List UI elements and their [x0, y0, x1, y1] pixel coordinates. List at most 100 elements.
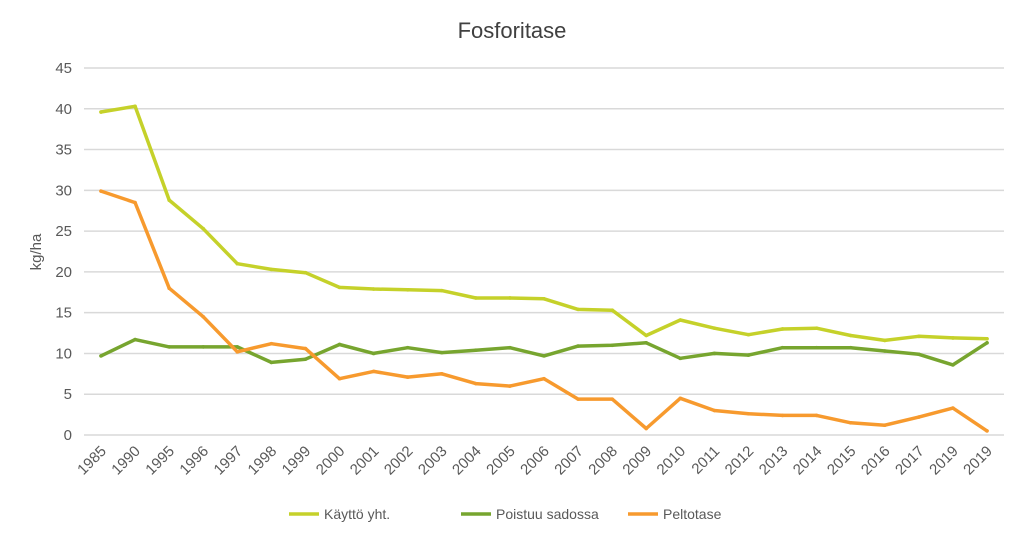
data-point	[405, 288, 410, 292]
x-tick-label: 2004	[449, 443, 485, 479]
data-point	[814, 345, 819, 350]
data-point	[235, 350, 240, 354]
data-point	[235, 261, 240, 266]
legend-label: Poistuu sadossa	[496, 506, 599, 522]
data-point	[746, 332, 751, 337]
data-point	[712, 326, 717, 330]
data-point	[644, 333, 649, 338]
data-point	[474, 381, 478, 386]
data-point	[201, 314, 206, 319]
data-point	[644, 341, 649, 345]
x-tick-label: 1985	[74, 443, 110, 479]
x-tick-label: 2010	[654, 443, 690, 479]
data-point	[269, 267, 274, 272]
data-point	[439, 350, 444, 355]
data-point	[746, 353, 751, 357]
data-point	[508, 384, 512, 388]
x-tick-label: 1995	[142, 443, 178, 479]
data-point	[780, 327, 785, 331]
data-point	[439, 372, 444, 376]
data-point	[303, 270, 308, 275]
data-point	[678, 356, 683, 361]
x-tick-label: 2019	[960, 443, 996, 479]
data-point	[610, 397, 614, 401]
data-point	[133, 200, 137, 205]
data-point	[985, 341, 989, 345]
x-tick-label: 1998	[245, 443, 281, 479]
data-point	[167, 286, 171, 291]
x-tick-label: 2000	[313, 443, 349, 479]
data-point	[371, 369, 376, 374]
data-point	[712, 351, 717, 356]
data-point	[917, 334, 921, 339]
y-tick-label: 0	[64, 427, 72, 444]
legend-item: Poistuu sadossa	[461, 506, 599, 522]
y-tick-label: 30	[55, 182, 72, 199]
y-axis-label: kg/ha	[28, 233, 45, 270]
data-point	[882, 349, 887, 353]
data-point	[439, 288, 444, 293]
data-point	[337, 376, 342, 381]
data-point	[746, 411, 751, 416]
x-tick-label: 2019	[926, 443, 962, 479]
data-point	[882, 338, 887, 343]
y-tick-label: 10	[55, 345, 72, 362]
data-point	[917, 415, 921, 419]
data-point	[951, 406, 955, 410]
x-tick-label: 2009	[619, 443, 655, 479]
x-tick-label: 2006	[517, 443, 553, 479]
data-point	[474, 296, 478, 300]
data-point	[848, 345, 853, 350]
data-point	[303, 357, 308, 361]
data-point	[508, 345, 512, 350]
data-point	[371, 287, 376, 291]
y-tick-label: 20	[55, 264, 72, 281]
data-point	[269, 341, 274, 346]
x-tick-label: 2012	[722, 443, 758, 479]
data-point	[542, 297, 546, 301]
data-point	[951, 363, 955, 367]
data-point	[405, 345, 410, 350]
series-line-1	[99, 337, 989, 367]
legend-label: Käyttö yht.	[324, 506, 390, 522]
data-point	[814, 413, 819, 418]
data-point	[474, 348, 478, 352]
data-point	[371, 351, 376, 356]
legend-item: Peltotase	[628, 506, 722, 522]
data-point	[712, 408, 717, 413]
x-tick-label: 2007	[551, 443, 587, 479]
data-point	[576, 397, 580, 401]
x-tick-label: 2002	[381, 443, 417, 479]
x-tick-label: 1997	[211, 443, 247, 479]
data-point	[985, 336, 989, 341]
x-tick-label: 2017	[892, 443, 928, 479]
data-point	[542, 354, 546, 358]
x-tick-label: 2001	[347, 443, 383, 479]
data-point	[678, 396, 683, 401]
data-point	[848, 333, 853, 338]
x-tick-label: 2005	[483, 443, 519, 479]
x-tick-label: 2013	[756, 443, 792, 479]
data-point	[337, 285, 342, 290]
x-tick-label: 1990	[108, 443, 144, 479]
data-point	[542, 376, 546, 381]
data-point	[235, 345, 240, 349]
data-point	[780, 345, 785, 350]
x-tick-label: 2014	[790, 443, 826, 479]
data-point	[201, 226, 206, 231]
data-point	[133, 337, 137, 342]
data-point	[508, 296, 512, 300]
y-tick-label: 45	[55, 60, 72, 77]
data-point	[167, 345, 171, 349]
data-point	[99, 110, 103, 114]
data-point	[951, 336, 955, 340]
legend-label: Peltotase	[663, 506, 722, 522]
data-point	[644, 426, 649, 431]
data-point	[917, 352, 921, 357]
y-tick-label: 40	[55, 101, 72, 118]
data-point	[814, 326, 819, 330]
data-point	[678, 318, 683, 322]
y-tick-label: 35	[55, 142, 72, 159]
data-point	[405, 375, 410, 379]
